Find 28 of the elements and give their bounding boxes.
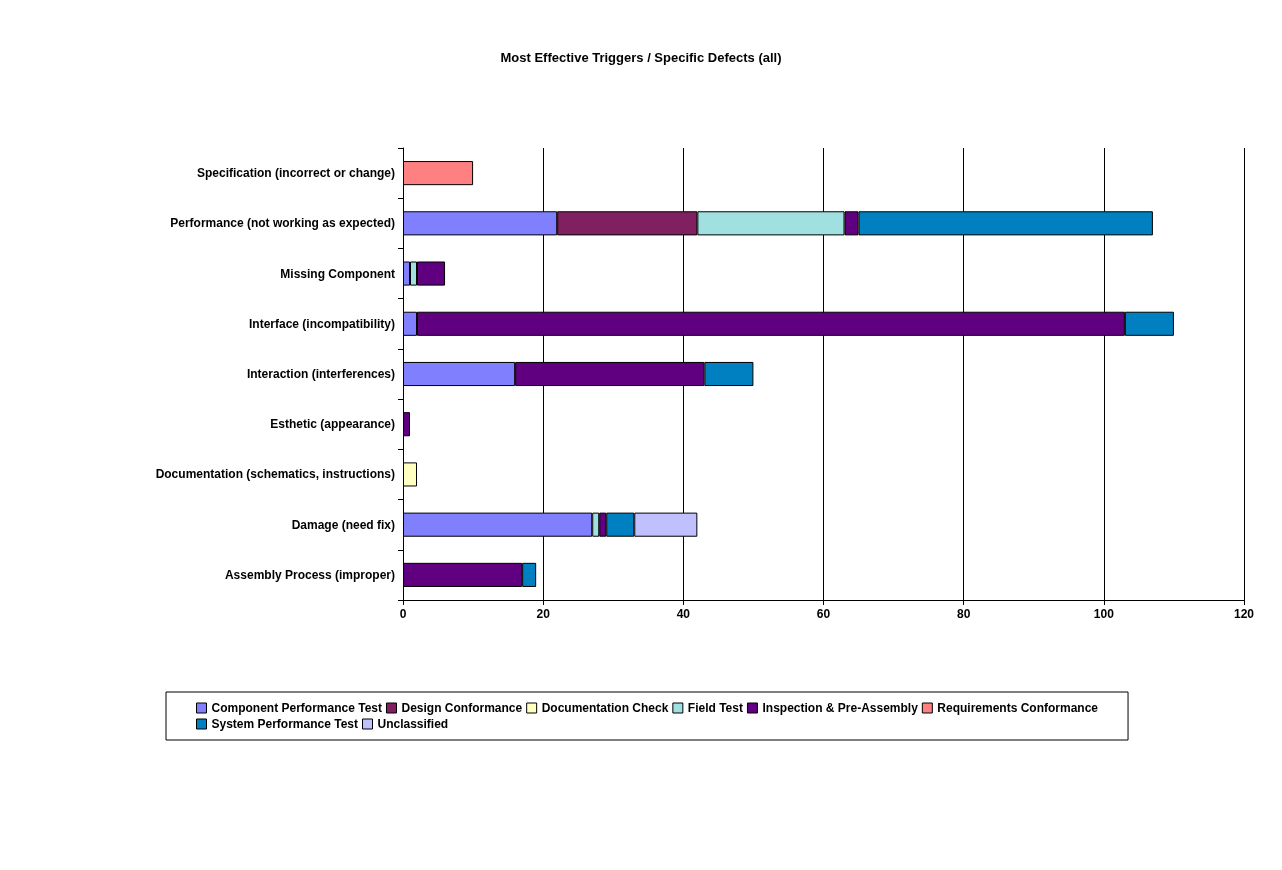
y-tick-label: Assembly Process (improper) [224, 567, 395, 582]
y-tick-label: Damage (need fix) [291, 517, 395, 532]
chart-title: Most Effective Triggers / Specific Defects (all) [500, 50, 782, 65]
legend-label: Documentation Check [541, 701, 669, 715]
x-tick-label: 40 [676, 607, 691, 621]
x-tick-label: 120 [1233, 607, 1255, 621]
legend-label: Design Conformance [401, 701, 523, 715]
x-tick-label: 100 [1093, 607, 1115, 621]
bar [403, 462, 418, 487]
y-tick-label: Esthetic (appearance) [270, 417, 395, 432]
y-tick-label: Interface (incompatibility) [248, 316, 395, 331]
y-tick-label: Documentation (schematics, instructions) [155, 467, 395, 482]
legend-label: System Performance Test [211, 717, 359, 731]
y-tick-label: Performance (not working as expected) [170, 216, 395, 231]
y-tick-label: Missing Component [280, 266, 395, 281]
x-tick-label: 80 [956, 607, 971, 621]
y-tick-label: Interaction (interferences) [246, 367, 395, 381]
x-tick-label: 0 [399, 607, 407, 621]
x-tick-label: 60 [816, 607, 831, 621]
legend-label: Inspection & Pre-Assembly [762, 701, 919, 715]
legend-label: Unclassified [377, 717, 449, 731]
legend-label: Field Test [687, 701, 743, 715]
y-tick-label: Specification (incorrect or change) [196, 166, 395, 181]
bar [403, 412, 411, 437]
bar [403, 161, 474, 186]
legend-label: Component Performance Test [211, 701, 382, 715]
legend-label: Requirements Conformance [937, 701, 1099, 715]
x-tick-label: 20 [536, 607, 551, 621]
